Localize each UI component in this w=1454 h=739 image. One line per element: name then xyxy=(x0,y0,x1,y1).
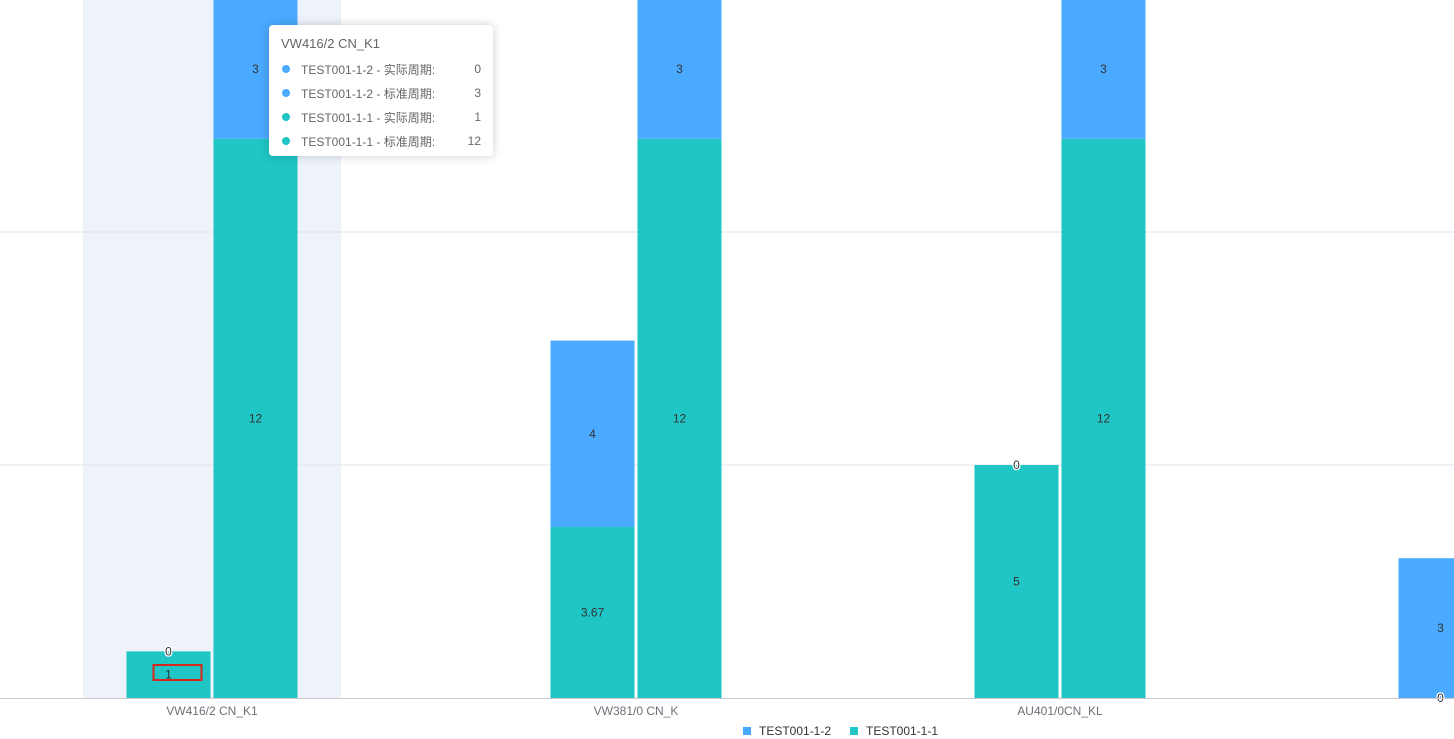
x-tick-label: AU401/0CN_KL xyxy=(1017,704,1103,718)
bar-value-label: 12 xyxy=(673,411,687,425)
tooltip-row: TEST001-1-2 - 实际周期: 0 xyxy=(281,57,481,81)
x-tick-label: VW416/2 CN_K1 xyxy=(166,704,258,718)
bar-value-label: 1 xyxy=(165,668,172,682)
series-dot-icon xyxy=(282,89,290,97)
legend-swatch-icon xyxy=(743,727,751,735)
zero-value-label: 0 xyxy=(165,644,172,658)
bar-segment xyxy=(637,138,722,699)
zero-value-label: 0 xyxy=(1013,458,1020,472)
bar-value-label: 3.67 xyxy=(581,605,605,619)
legend-label: TEST001-1-1 xyxy=(866,724,938,738)
tooltip-row-value: 12 xyxy=(467,134,481,148)
tooltip-row-name: TEST001-1-1 - 标准周期: xyxy=(301,134,436,149)
focus-layer xyxy=(152,664,203,681)
legend-swatch-icon xyxy=(850,727,858,735)
x-tick-label: VW381/0 CN_K xyxy=(594,704,679,718)
focus-box xyxy=(152,664,203,681)
bar-segment xyxy=(1061,0,1146,139)
bar-segment xyxy=(1061,138,1146,699)
tooltip-row-name: TEST001-1-1 - 实际周期: xyxy=(301,110,436,125)
tooltip-title: VW416/2 CN_K1 xyxy=(281,36,380,51)
bar-value-label: 3 xyxy=(676,62,683,76)
series-dot-icon xyxy=(282,137,290,145)
series-dot-icon xyxy=(282,113,290,121)
tooltip-row: TEST001-1-1 - 实际周期: 1 xyxy=(281,105,481,129)
bar-segment xyxy=(126,651,211,698)
tooltip-row-value: 1 xyxy=(474,110,481,124)
bar-segment xyxy=(1398,558,1454,698)
series-dot-icon xyxy=(282,65,290,73)
legend: TEST001-1-2 TEST001-1-1 xyxy=(743,724,938,738)
bar-segment xyxy=(637,0,722,139)
bar-segment xyxy=(550,340,635,527)
tooltip-row-name: TEST001-1-2 - 实际周期: xyxy=(301,62,436,77)
bar-value-label: 12 xyxy=(1097,411,1111,425)
bar-value-label: 4 xyxy=(589,427,596,441)
chart-tooltip: VW416/2 CN_K1 TEST001-1-2 - 实际周期: 0 TEST… xyxy=(269,25,493,156)
tooltip-row-value: 3 xyxy=(474,86,481,100)
bar-value-label: 3 xyxy=(1437,621,1444,635)
bar-value-label: 5 xyxy=(1013,575,1020,589)
tooltip-row-value: 0 xyxy=(474,62,481,76)
data-label-layer: 1 0 12 3 3.67 4 12 3 5 0 12 3 0 3 xyxy=(164,62,1446,706)
bar-value-label: 12 xyxy=(249,411,263,425)
bar-value-label: 3 xyxy=(252,62,259,76)
bar-segment xyxy=(550,526,635,698)
bar-value-label: 3 xyxy=(1100,62,1107,76)
bar-segment xyxy=(974,465,1059,698)
tooltip-row-name: TEST001-1-2 - 标准周期: xyxy=(301,86,436,101)
tooltip-row: TEST001-1-1 - 标准周期: 12 xyxy=(281,129,481,153)
bar-segment xyxy=(213,138,298,699)
tooltip-row: TEST001-1-2 - 标准周期: 3 xyxy=(281,81,481,105)
legend-label: TEST001-1-2 xyxy=(759,724,831,738)
